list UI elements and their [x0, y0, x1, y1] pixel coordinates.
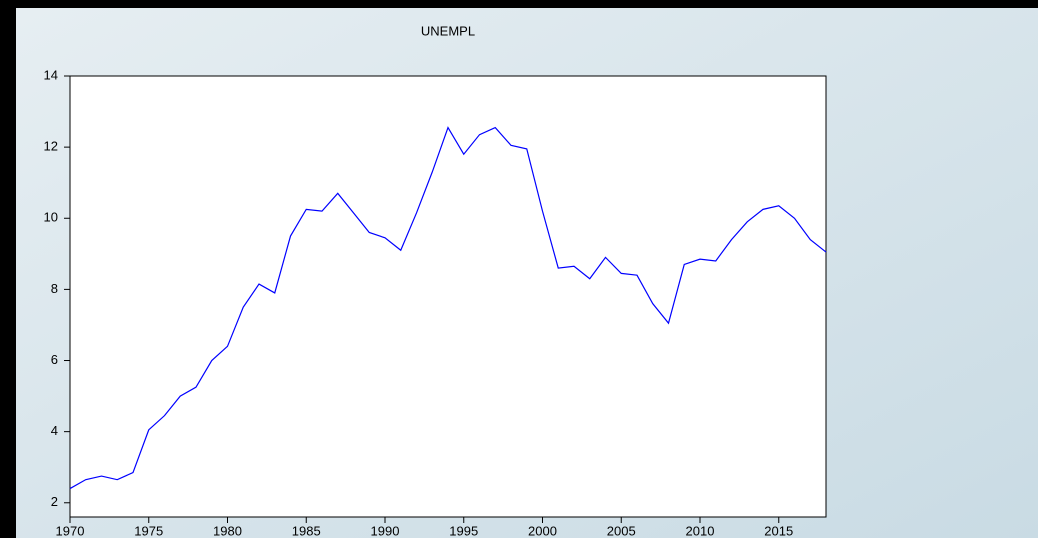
- x-tick-label: 1970: [56, 523, 85, 538]
- plot-area: [69, 75, 827, 518]
- x-tick-label: 1995: [449, 523, 478, 538]
- x-tick-label: 1990: [371, 523, 400, 538]
- y-tick-label: 10: [44, 210, 58, 225]
- y-tick-label: 2: [51, 494, 58, 509]
- x-tick-label: 1980: [213, 523, 242, 538]
- x-tick-label: 1975: [134, 523, 163, 538]
- y-tick-label: 14: [44, 67, 58, 82]
- y-tick-label: 12: [44, 139, 58, 154]
- x-tick-label: 2005: [607, 523, 636, 538]
- x-tick-label: 2010: [686, 523, 715, 538]
- x-tick-label: 2000: [528, 523, 557, 538]
- y-tick-label: 8: [51, 281, 58, 296]
- chart-title: UNEMPL: [421, 23, 475, 38]
- y-tick-label: 6: [51, 352, 58, 367]
- x-tick-label: 1985: [292, 523, 321, 538]
- line-series: [69, 126, 827, 490]
- x-tick-label: 2015: [764, 523, 793, 538]
- y-tick-label: 4: [51, 423, 58, 438]
